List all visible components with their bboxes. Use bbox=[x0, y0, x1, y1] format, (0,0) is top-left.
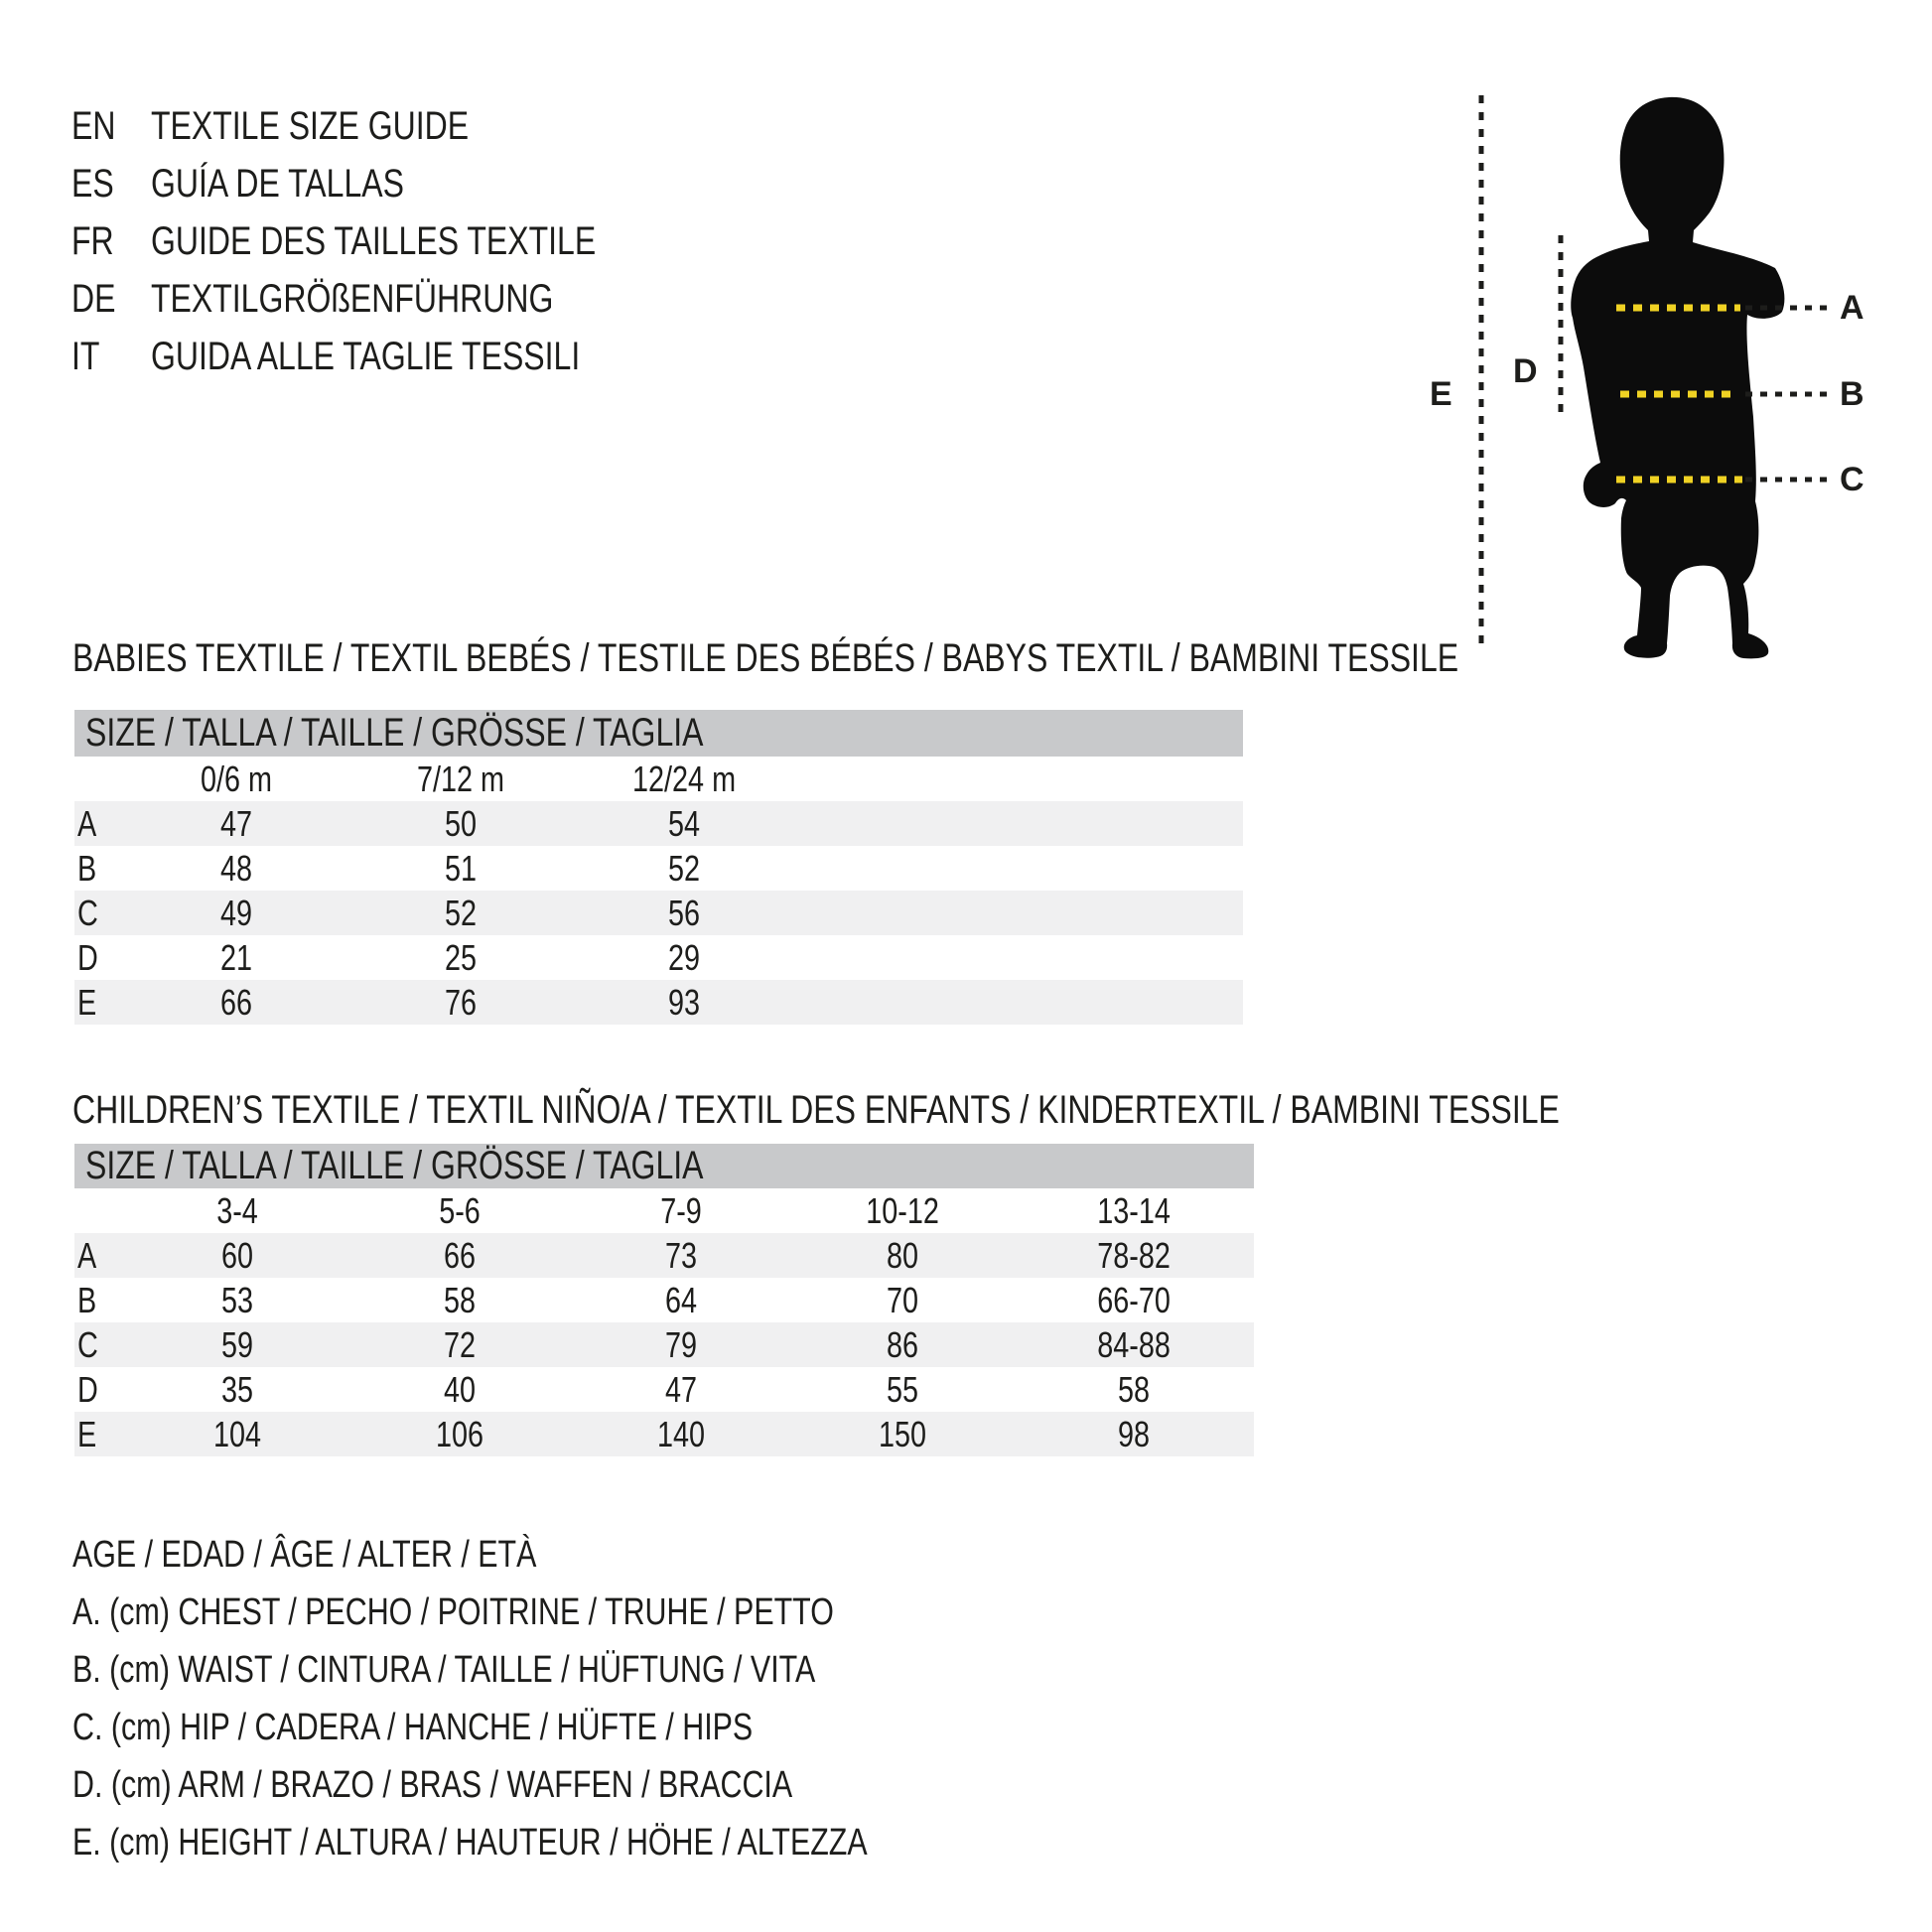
table-row: C 59 72 79 86 84-88 bbox=[74, 1322, 1254, 1367]
babies-col-12-24m: 12/24 m bbox=[631, 759, 737, 799]
measurement-legend: AGE / EDAD / ÂGE / ALTER / ETÀ A. (cm) C… bbox=[72, 1526, 1066, 1871]
table-row: A 47 50 54 bbox=[74, 801, 1243, 846]
lang-title-en: TEXTILE SIZE GUIDE bbox=[151, 104, 470, 148]
lang-code-de: DE bbox=[71, 277, 116, 321]
height-label-e: E bbox=[1430, 375, 1452, 413]
chest-label-a: A bbox=[1840, 289, 1864, 327]
lang-code-en: EN bbox=[71, 104, 116, 148]
children-table-body: A 60 66 73 80 78-82 B 53 58 64 70 66-70 … bbox=[74, 1233, 1254, 1456]
hip-label-c: C bbox=[1840, 461, 1864, 498]
children-col-5-6: 5-6 bbox=[439, 1190, 481, 1231]
lang-code-es: ES bbox=[71, 162, 114, 206]
lang-title-de: TEXTILGRÖßENFÜHRUNG bbox=[151, 277, 554, 321]
lang-code-fr: FR bbox=[71, 219, 114, 263]
legend-height-line: E. (cm) HEIGHT / ALTURA / HAUTEUR / HÖHE… bbox=[72, 1822, 868, 1863]
legend-chest-line: A. (cm) CHEST / PECHO / POITRINE / TRUHE… bbox=[72, 1591, 834, 1633]
table-row: B 53 58 64 70 66-70 bbox=[77, 1280, 1171, 1320]
babies-col-0-6m: 0/6 m bbox=[200, 759, 273, 799]
babies-col-7-12m: 7/12 m bbox=[416, 759, 505, 799]
legend-arm-line: D. (cm) ARM / BRAZO / BRAS / WAFFEN / BR… bbox=[72, 1764, 793, 1806]
legend-hip-line: C. (cm) HIP / CADERA / HANCHE / HÜFTE / … bbox=[72, 1707, 754, 1748]
children-col-13-14: 13-14 bbox=[1097, 1190, 1171, 1231]
table-row: D 35 40 47 55 58 bbox=[77, 1369, 1151, 1410]
table-row: D 21 25 29 bbox=[77, 937, 701, 978]
table-row: B 48 51 52 bbox=[77, 848, 701, 889]
babies-table-body: A 47 50 54 B 48 51 52 C 49 52 56 D 21 25… bbox=[74, 801, 1243, 1025]
table-row: E 66 76 93 bbox=[74, 980, 1243, 1025]
children-col-10-12: 10-12 bbox=[866, 1190, 939, 1231]
babies-size-header-bar: SIZE / TALLA / TAILLE / GRÖSSE / TAGLIA bbox=[74, 710, 1243, 757]
child-silhouette-image bbox=[1571, 96, 1785, 659]
children-col-3-4: 3-4 bbox=[216, 1190, 258, 1231]
children-section-heading: CHILDREN’S TEXTILE / TEXTIL NIÑO/A / TEX… bbox=[72, 1088, 1560, 1132]
table-row: A 60 66 73 80 78-82 bbox=[74, 1233, 1254, 1278]
children-col-7-9: 7-9 bbox=[660, 1190, 702, 1231]
legend-waist-line: B. (cm) WAIST / CINTURA / TAILLE / HÜFTU… bbox=[72, 1649, 816, 1691]
children-column-header-row: 3-4 5-6 7-9 10-12 13-14 bbox=[74, 1188, 1254, 1233]
table-row: C 49 52 56 bbox=[74, 891, 1243, 935]
legend-age-line: AGE / EDAD / ÂGE / ALTER / ETÀ bbox=[72, 1534, 537, 1576]
babies-size-table: SIZE / TALLA / TAILLE / GRÖSSE / TAGLIA … bbox=[74, 710, 1243, 1025]
lang-title-it: GUIDA ALLE TAGLIE TESSILI bbox=[151, 335, 581, 378]
babies-section-heading: BABIES TEXTILE / TEXTIL BEBÉS / TESTILE … bbox=[72, 636, 1459, 680]
measurement-figure bbox=[1478, 95, 1827, 659]
table-row: E 104 106 140 150 98 bbox=[74, 1412, 1254, 1456]
lang-title-fr: GUIDE DES TAILLES TEXTILE bbox=[151, 219, 597, 263]
lang-title-es: GUÍA DE TALLAS bbox=[151, 162, 404, 206]
children-size-header-bar: SIZE / TALLA / TAILLE / GRÖSSE / TAGLIA bbox=[74, 1144, 1254, 1188]
children-size-table: SIZE / TALLA / TAILLE / GRÖSSE / TAGLIA … bbox=[74, 1144, 1254, 1456]
lang-code-it: IT bbox=[71, 335, 100, 378]
waist-label-b: B bbox=[1840, 375, 1864, 413]
babies-column-header-row: 0/6 m 7/12 m 12/24 m bbox=[74, 757, 1243, 801]
arm-label-d: D bbox=[1513, 352, 1538, 390]
